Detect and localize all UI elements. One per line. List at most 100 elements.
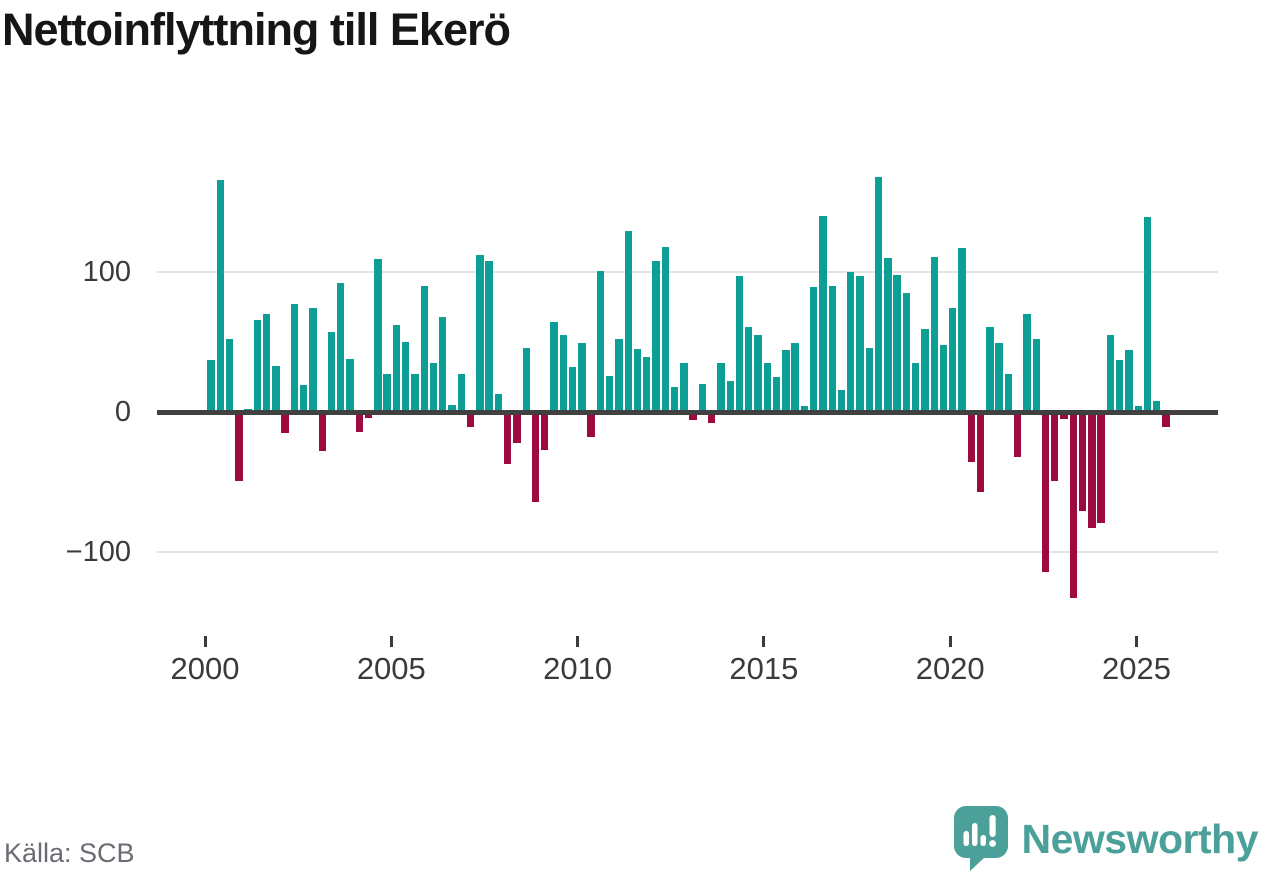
bar-2024-q1 [1097,412,1105,523]
bar-2001-q3 [262,314,271,412]
x-axis-label: 2015 [729,651,799,686]
bar-2012-q2 [661,246,670,412]
bar-2008-q1 [504,412,512,464]
bar-2011-q3 [633,349,642,412]
bar-2004-q2 [364,412,373,418]
bar-2009-q1 [541,412,549,450]
bar-2009-q3 [559,335,568,412]
bar-2024-q3 [1115,360,1124,412]
bar-2023-q4 [1088,412,1096,529]
bar-2015-q2 [772,377,781,412]
source-caption: Källa: SCB [4,838,135,868]
bar-2008-q3 [522,347,530,412]
x-axis-tick [576,636,580,647]
bar-2021-q4 [1013,412,1022,457]
bar-2020-q3 [967,412,975,463]
gridline [157,271,1218,273]
bar-2025-q1 [1134,406,1142,412]
bar-2012-q3 [670,386,679,412]
bar-2014-q2 [735,276,744,412]
bar-2022-q2 [1032,339,1040,412]
bar-2020-q4 [976,412,985,492]
bar-2019-q3 [930,256,938,412]
bar-2007-q1 [466,412,475,428]
bar-2010-q1 [578,343,586,412]
bar-2025-q2 [1143,217,1152,412]
bar-2003-q2 [327,332,336,412]
y-axis-label: 100 [82,256,131,288]
x-axis-label: 2020 [915,651,985,686]
bar-2011-q2 [624,231,632,412]
gridline [157,551,1218,553]
x-axis-tick [948,636,952,647]
x-axis-tick [389,636,393,647]
bar-2001-q4 [272,365,280,412]
x-axis-label: 2025 [1102,651,1171,686]
bar-2007-q3 [485,260,493,412]
bar-2014-q1 [726,381,734,412]
newsworthy-logo-icon [953,806,1008,871]
bar-2006-q3 [448,405,456,412]
bar-2009-q4 [568,367,577,412]
bar-2007-q4 [494,393,503,412]
x-axis-label: 2005 [356,651,426,686]
bar-2016-q3 [819,216,827,412]
bar-2003-q1 [318,412,326,452]
y-axis-label: −100 [65,536,131,568]
bar-2011-q1 [615,339,623,412]
bar-2024-q2 [1106,335,1115,412]
chart-title: Nettoinflyttning till Ekerö [2,4,511,55]
bar-2020-q2 [958,248,966,412]
bar-2000-q1 [207,360,215,412]
bar-2003-q4 [346,358,354,412]
bar-2000-q4 [235,412,243,481]
bar-2002-q4 [309,308,317,412]
bar-2019-q4 [939,344,948,412]
bar-2005-q4 [420,286,428,412]
bar-2022-q4 [1051,412,1059,481]
bar-2018-q2 [884,258,892,412]
bar-2012-q1 [652,260,660,412]
bar-2000-q2 [216,179,224,412]
bar-2021-q2 [995,343,1003,412]
x-axis-tick [203,636,207,647]
bar-2016-q4 [828,286,836,412]
bar-2022-q3 [1041,412,1050,572]
bar-2017-q2 [847,272,855,412]
bar-2021-q3 [1004,374,1013,412]
bar-2023-q3 [1078,412,1087,512]
bar-2002-q1 [281,412,289,433]
bar-2005-q3 [411,374,419,412]
bar-2024-q4 [1125,350,1133,412]
bar-2013-q3 [707,412,716,424]
x-axis-label: 2010 [543,651,613,686]
x-axis-line [157,409,1218,415]
bar-2017-q4 [865,347,873,412]
bar-2015-q1 [763,363,771,412]
bar-2004-q1 [355,412,364,432]
bar-2021-q1 [986,326,994,412]
bar-2009-q2 [550,322,558,412]
bar-2020-q1 [949,308,957,412]
bar-2006-q4 [457,374,466,412]
bar-2016-q2 [809,287,818,412]
bar-2016-q1 [800,406,809,412]
bar-2019-q2 [921,329,929,412]
bar-2005-q1 [392,325,401,412]
y-axis-label: 0 [114,396,131,428]
bar-2025-q3 [1153,400,1161,412]
x-axis-tick [762,636,766,647]
x-axis-label: 2000 [170,651,240,686]
bar-2014-q4 [754,335,762,412]
bar-2006-q2 [439,316,447,412]
bar-2017-q1 [837,389,846,412]
bar-2018-q3 [893,274,901,412]
bar-2002-q3 [300,385,308,412]
bar-2007-q2 [476,255,484,412]
bar-2000-q3 [225,339,234,412]
bar-2014-q3 [745,326,753,412]
bar-2011-q4 [643,357,651,412]
bar-2010-q4 [605,375,614,412]
